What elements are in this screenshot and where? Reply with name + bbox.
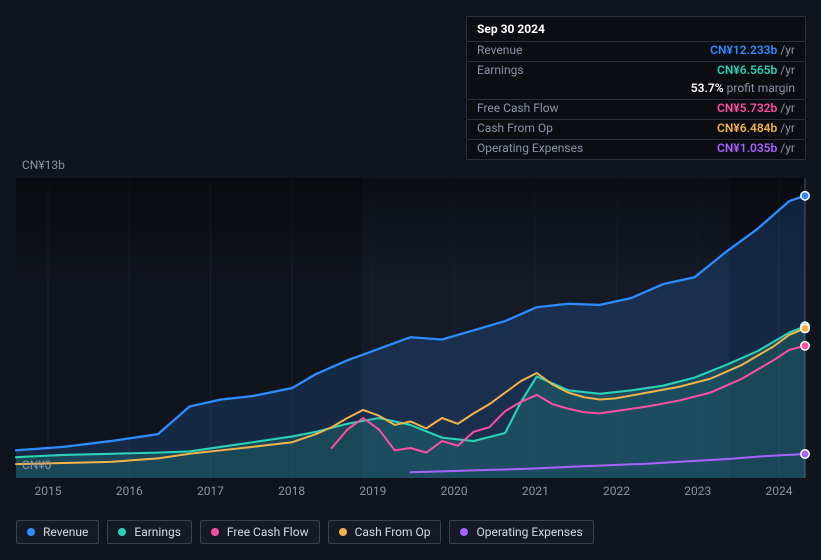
tooltip-value: CN¥12.233b/yr: [710, 44, 795, 58]
xaxis-tick: 2021: [522, 484, 549, 498]
xaxis-tick: 2022: [603, 484, 630, 498]
chart-tooltip: Sep 30 2024 Revenue CN¥12.233b/yr Earnings C…: [466, 16, 806, 160]
legend-item-revenue[interactable]: Revenue: [16, 520, 99, 544]
yaxis-top-label: CN¥13b: [22, 158, 65, 172]
legend-item-fcf[interactable]: Free Cash Flow: [200, 520, 320, 544]
legend-item-cfo[interactable]: Cash From Op: [328, 520, 442, 544]
tooltip-row: Revenue CN¥12.233b/yr: [467, 41, 805, 61]
legend-label: Free Cash Flow: [227, 525, 309, 539]
tooltip-label: Operating Expenses: [477, 142, 583, 156]
legend-dot-icon: [339, 528, 347, 536]
tooltip-label: Cash From Op: [477, 122, 553, 136]
tooltip-value: 53.7%profit margin: [691, 82, 795, 96]
xaxis-tick: 2024: [766, 484, 793, 498]
xaxis-tick: 2019: [359, 484, 386, 498]
xaxis-tick: 2023: [684, 484, 711, 498]
tooltip-row: Earnings CN¥6.565b/yr: [467, 61, 805, 81]
tooltip-row: 53.7%profit margin: [467, 80, 805, 99]
xaxis-tick: 2016: [116, 484, 143, 498]
legend-label: Operating Expenses: [476, 525, 582, 539]
tooltip-label: Free Cash Flow: [477, 102, 559, 116]
legend-dot-icon: [460, 528, 468, 536]
xaxis-tick: 2020: [441, 484, 468, 498]
tooltip-row: Operating Expenses CN¥1.035b/yr: [467, 139, 805, 159]
yaxis-bottom-label: CN¥0: [22, 458, 51, 472]
legend-label: Cash From Op: [355, 525, 431, 539]
tooltip-value: CN¥1.035b/yr: [717, 142, 795, 156]
legend-item-earnings[interactable]: Earnings: [107, 520, 192, 544]
legend-dot-icon: [27, 528, 35, 536]
legend-label: Revenue: [43, 525, 88, 539]
legend-label: Earnings: [134, 525, 181, 539]
xaxis-tick: 2017: [197, 484, 224, 498]
tooltip-label: Revenue: [477, 44, 522, 58]
tooltip-value: CN¥6.565b/yr: [717, 64, 795, 78]
xaxis-tick: 2015: [35, 484, 62, 498]
legend-dot-icon: [211, 528, 219, 536]
tooltip-date: Sep 30 2024: [467, 17, 805, 41]
tooltip-label: Earnings: [477, 64, 524, 78]
tooltip-row: Free Cash Flow CN¥5.732b/yr: [467, 99, 805, 119]
legend-dot-icon: [118, 528, 126, 536]
tooltip-row: Cash From Op CN¥6.484b/yr: [467, 119, 805, 139]
tooltip-value: CN¥6.484b/yr: [717, 122, 795, 136]
chart-legend: Revenue Earnings Free Cash Flow Cash From O…: [16, 520, 594, 544]
tooltip-value: CN¥5.732b/yr: [717, 102, 795, 116]
xaxis-tick: 2018: [278, 484, 305, 498]
legend-item-opex[interactable]: Operating Expenses: [449, 520, 593, 544]
